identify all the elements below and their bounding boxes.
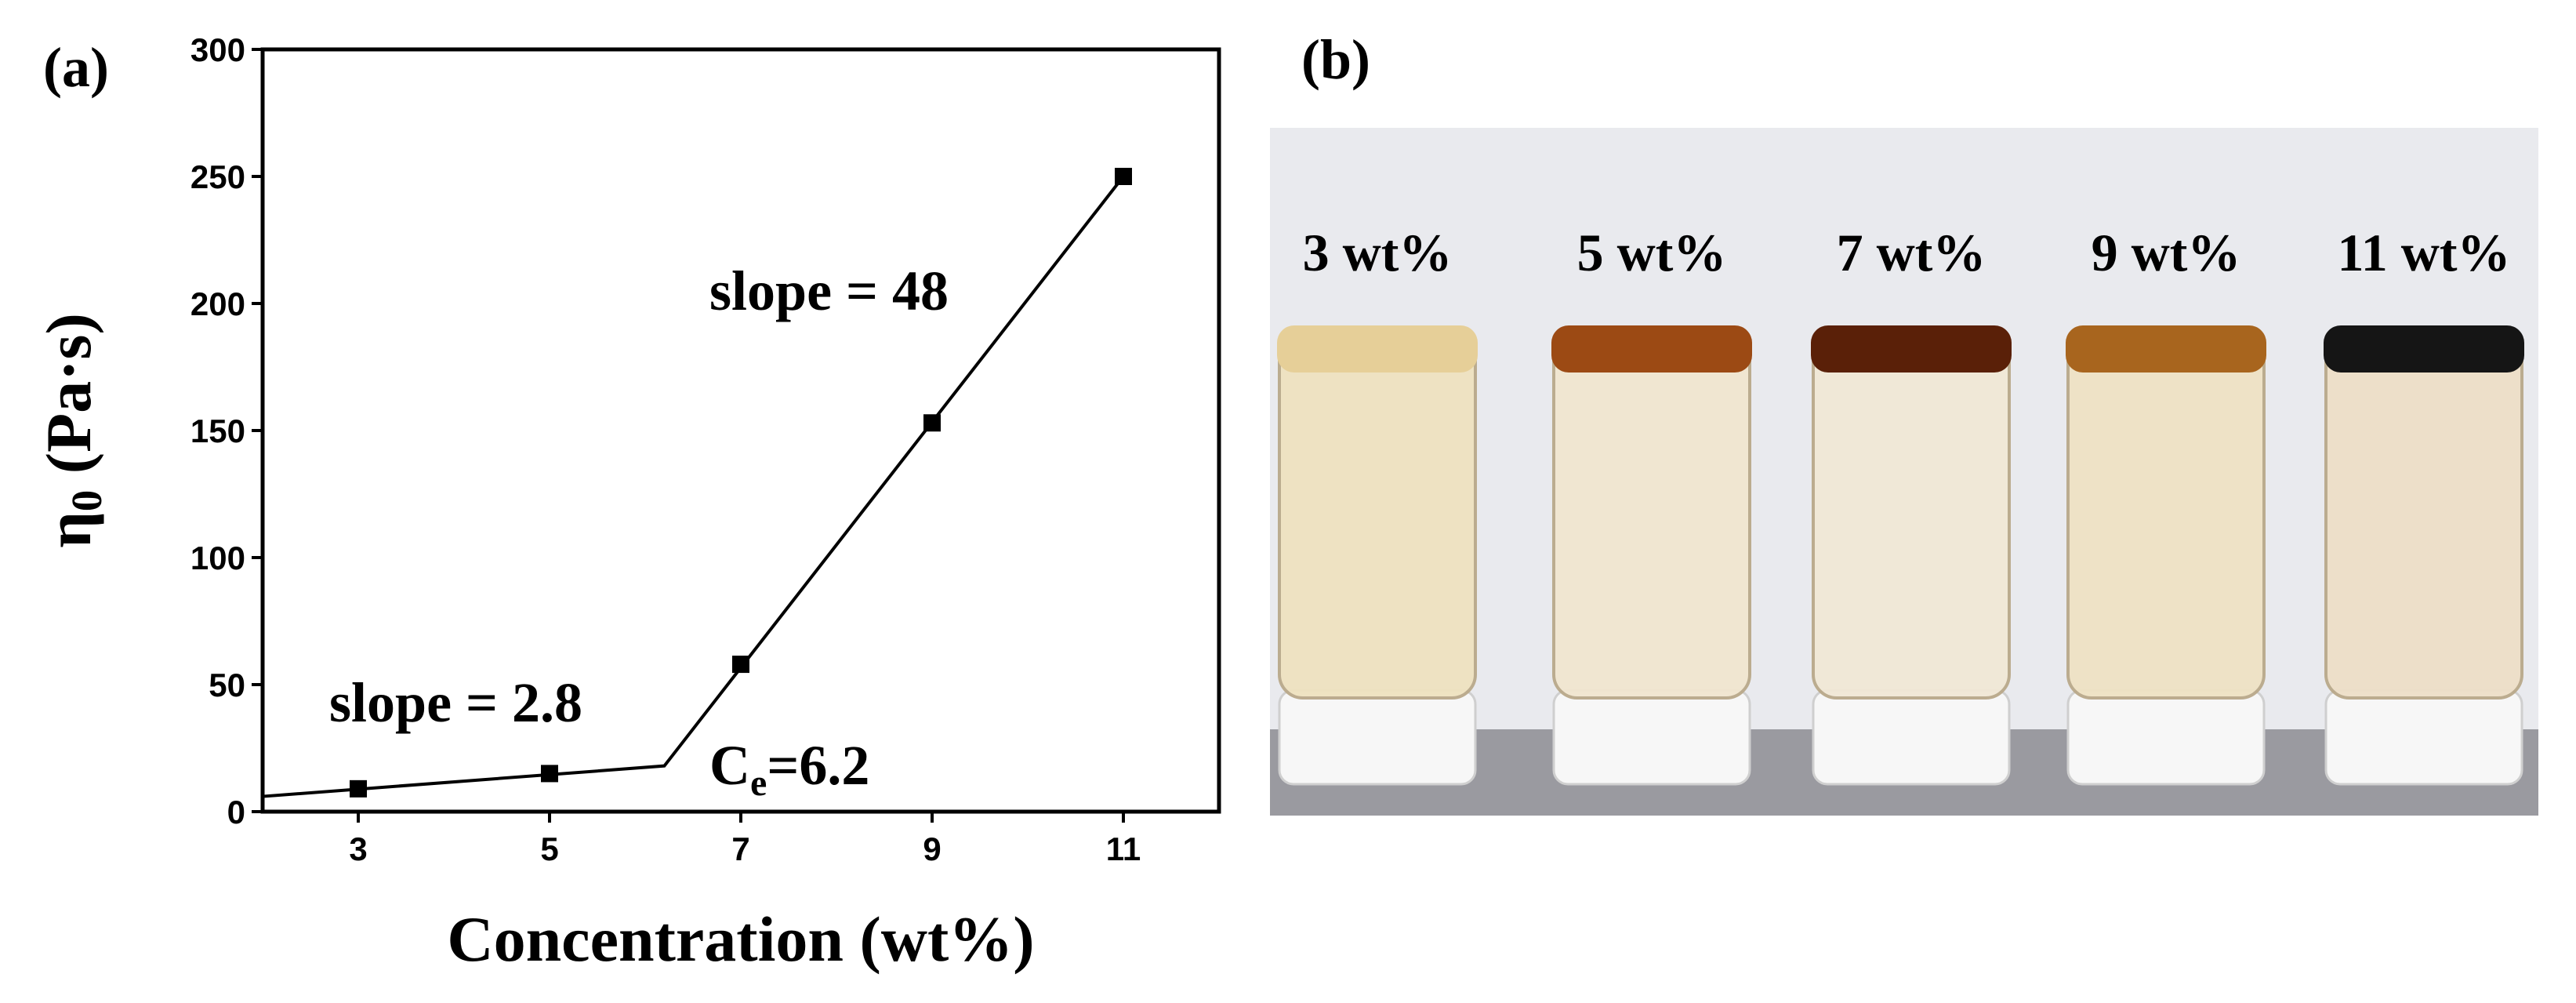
ce-main: C	[709, 734, 750, 797]
y-tick-label: 300	[190, 31, 245, 68]
x-tick-label: 3	[349, 830, 367, 867]
vial-body	[1552, 328, 1751, 700]
ce-sub: e	[750, 762, 767, 804]
x-tick-label: 9	[923, 830, 941, 867]
vial-body	[2066, 328, 2266, 700]
y-tick-label: 150	[190, 412, 245, 449]
data-point	[732, 656, 749, 674]
x-axis-title: Concentration (wt%)	[447, 903, 1034, 975]
y-tick-label: 50	[209, 667, 245, 703]
data-point	[541, 765, 558, 783]
data-point	[923, 414, 941, 432]
y-tick-label: 200	[190, 285, 245, 322]
vial-cap	[1552, 689, 1751, 786]
vial-bottom	[2066, 325, 2266, 372]
vial-bottom	[2324, 325, 2524, 372]
panel-label: (a)	[43, 36, 109, 99]
vial-label: 9 wt%	[2092, 223, 2241, 282]
ce-rest: =6.2	[767, 734, 869, 797]
vial-bottom	[1811, 325, 2012, 372]
vial-cap	[1278, 689, 1477, 786]
y-tick-label: 100	[190, 540, 245, 576]
vial-bottom	[1277, 325, 1478, 372]
x-tick-label: 5	[540, 830, 558, 867]
y-symbol: η	[33, 511, 104, 548]
y-rest: (Pa·s)	[33, 313, 104, 489]
annotation: slope = 2.8	[329, 671, 582, 734]
data-point	[350, 780, 367, 798]
data-point	[1115, 168, 1132, 185]
vial-cap	[2066, 689, 2266, 786]
vial-label: 11 wt%	[2338, 223, 2511, 282]
y-sub: 0	[63, 490, 111, 512]
vial-cap	[1812, 689, 2011, 786]
vial-label: 7 wt%	[1837, 223, 1986, 282]
vial-body	[2324, 328, 2523, 700]
y-tick-label: 250	[190, 158, 245, 195]
annotation: Ce=6.2	[709, 734, 869, 804]
fit-line	[262, 175, 1125, 798]
annotation: slope = 48	[709, 260, 949, 322]
panel-label: (b)	[1301, 28, 1370, 91]
vial-bottom	[1551, 325, 1752, 372]
vial-label: 5 wt%	[1577, 223, 1727, 282]
vial-label: 3 wt%	[1303, 223, 1453, 282]
vial-cap	[2324, 689, 2523, 786]
photo: 3 wt% 5 wt% 7 wt% 9 wt% 11 wt%	[1270, 128, 2538, 816]
x-tick-label: 7	[731, 830, 749, 867]
vial-body	[1278, 328, 1477, 700]
y-tick-label: 0	[227, 794, 245, 830]
vial-body	[1812, 328, 2011, 700]
y-axis-title: η0 (Pa·s)	[33, 313, 111, 548]
x-tick-label: 11	[1106, 830, 1141, 867]
